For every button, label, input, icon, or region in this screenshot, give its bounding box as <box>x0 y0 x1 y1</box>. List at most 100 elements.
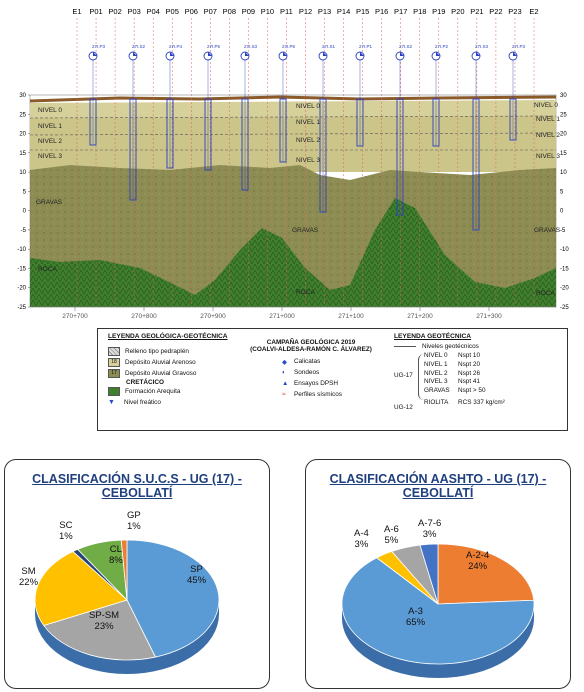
axis-right-tick: -15 <box>560 266 569 272</box>
sondeo-icon: ◐ <box>282 369 286 376</box>
chart-title-sucs: CLASIFICACIÓN S.U.C.S - UG (17) - CEBOLL… <box>5 472 269 500</box>
axis-left-tick: 0 <box>23 209 27 215</box>
axis-left-tick: -5 <box>21 228 27 234</box>
pie-label-pct: 22% <box>19 577 39 588</box>
pie-label-pct: 23% <box>94 621 114 632</box>
pie-label-pct: 5% <box>384 535 399 546</box>
x-tick-label: 270+900 <box>200 313 226 320</box>
survey-point-fill <box>476 52 480 56</box>
survey-point-fill <box>436 52 440 56</box>
legend-item-label: Calicatas <box>294 358 321 365</box>
station-label: P02 <box>108 7 121 16</box>
pie-label-a-2-4: A-2-4 24% <box>466 550 489 572</box>
axis-right-tick: 25 <box>560 112 567 118</box>
station-label: P16 <box>375 7 388 16</box>
pie-label-gp: GP 1% <box>127 510 141 532</box>
station-label: E1 <box>72 7 81 16</box>
survey-point-label: 27I.P4 <box>169 44 183 49</box>
geotecnica-row-value: Nspt 10 <box>458 352 481 359</box>
axis-left-tick: 10 <box>19 170 26 176</box>
legend-niveles: Niveles geotécnicos <box>394 343 564 350</box>
pie-label-pct: 1% <box>127 521 141 532</box>
geotecnica-row: GRAVAS Nspt > 50 <box>424 387 505 396</box>
axis-right-tick: 0 <box>560 209 564 215</box>
legend-item-formacion: Formación Arequita <box>108 386 273 397</box>
x-tick-label: 271+000 <box>269 313 295 320</box>
axis-left-tick: 15 <box>19 151 26 157</box>
pie-slice-sp <box>126 539 220 658</box>
profile-legend: LEYENDA GEOLÓGICA-GEOTÉCNICA Relleno tip… <box>97 328 568 431</box>
axis-left-tick: -25 <box>17 305 26 311</box>
x-axis-ticks: 270+700 270+800 270+900 271+000 271+100 271+2… <box>62 305 502 320</box>
label-nivel0-mid: NIVEL 0 <box>296 103 320 110</box>
pie-label-sp-sm: SP-SM 23% <box>89 610 119 632</box>
geotecnica-row-name: NIVEL 1 <box>424 360 448 368</box>
legend-geotecnica-title: LEYENDA GEOTÉCNICA <box>394 333 472 340</box>
label-roca-right: ROCA <box>536 290 555 297</box>
axis-left-tick: 30 <box>19 93 26 99</box>
seismic-profile-icon: ≈ <box>282 391 286 398</box>
pie-label-name: CL <box>109 544 122 555</box>
geotecnica-row-value: Nspt 20 <box>458 360 481 368</box>
pie-label-pct: 45% <box>187 575 207 586</box>
campana-subtitle: (COALVI-ALDESA-RAMÓN C. ÁLVAREZ) <box>250 346 372 353</box>
axis-right-tick: -25 <box>560 305 569 311</box>
survey-point-label: 27I.S3 <box>244 44 258 49</box>
legend-item-label: Ensayos DPSH <box>294 380 339 387</box>
survey-point-fill <box>245 52 249 56</box>
survey-point-fill <box>208 52 212 56</box>
pie-label-name: SP-SM <box>89 610 120 621</box>
legend-item-arenoso: 18 Depósito Aluvial Arenoso <box>108 357 273 368</box>
geotecnica-rows: NIVEL 0 Nspt 10 NIVEL 1 Nspt 20 NIVEL 2 Nspt … <box>424 352 505 408</box>
label-nivel2-mid: NIVEL 2 <box>296 137 320 144</box>
legend-item-freatico: ▼ Nivel freático <box>108 397 273 408</box>
x-tick-label: 270+800 <box>131 313 157 320</box>
pie-label-a-4: A-4 3% <box>354 528 369 550</box>
pie-label-sc: SC 1% <box>59 520 73 542</box>
legend-item-calicatas: ◆ Calicatas <box>282 356 386 367</box>
station-label: P05 <box>166 7 179 16</box>
geotecnica-row-value: Nspt 41 <box>458 378 481 386</box>
pie-label-name: A-6 <box>384 524 399 535</box>
station-label: P04 <box>146 7 159 16</box>
axis-right-tick: 5 <box>560 189 564 195</box>
label-roca-left: ROCA <box>38 266 57 273</box>
station-label: P14 <box>337 7 350 16</box>
legend-item-label: Formación Arequita <box>125 388 181 395</box>
pie-slice-a-7-6 <box>419 543 439 605</box>
layer-nivel1 <box>30 116 556 172</box>
axis-left: 30 25 20 15 10 5 0 -5 -10 -15 -20 -25 <box>17 93 30 311</box>
legend-geotecnica: LEYENDA GEOTÉCNICA Niveles geotécnicos U… <box>394 333 564 414</box>
legend-item-dpsh: ▲ Ensayos DPSH <box>282 378 386 389</box>
label-nivel1-left: NIVEL 1 <box>38 123 62 130</box>
legend-item-label: Depósito Aluvial Arenoso <box>125 359 196 366</box>
pie-slice-sm <box>34 550 128 627</box>
legend-geologica-title: LEYENDA GEOLÓGICA-GEOTÉCNICA <box>108 333 228 340</box>
pie-label-pct: 24% <box>468 561 488 572</box>
label-nivel0-right: NIVEL 0 <box>534 102 558 109</box>
pie-slice-gp <box>120 539 128 601</box>
survey-point-label: 27I.P3 <box>512 44 526 49</box>
pie-label-name: A-4 <box>354 528 369 539</box>
legend-item-sondeos: ◐ Sondeos <box>282 367 386 378</box>
geotecnica-row: NIVEL 3 Nspt 41 <box>424 378 505 387</box>
axis-left-tick: 20 <box>19 132 26 138</box>
axis-right-tick: 30 <box>560 93 567 99</box>
survey-point-label: 27I.S2 <box>399 44 413 49</box>
legend-item-label: Sondeos <box>294 369 320 376</box>
geotecnica-row-name: RIOLITA <box>424 398 449 406</box>
legend-item-label: Nivel freático <box>124 399 161 406</box>
pie-label-name: A-2-4 <box>466 550 490 561</box>
station-labels: E1 P01 P02 P03 P04 P05 P06 P07 P08 P09 P10 P11 P12 P1… <box>72 7 538 16</box>
pie-label-name: SC <box>59 520 73 531</box>
geotecnica-row-name: GRAVAS <box>424 387 450 395</box>
survey-point-fill <box>283 52 287 56</box>
pie-label-name: SP <box>190 564 203 575</box>
survey-point-label: 27I.S1 <box>322 44 336 49</box>
pie-label-sp: SP 45% <box>187 564 206 586</box>
station-label: P13 <box>318 7 331 16</box>
survey-point-label: 27I.P5 <box>207 44 221 49</box>
axis-right-tick: 10 <box>560 170 567 176</box>
survey-point-label: 27I.P2 <box>435 44 449 49</box>
niveles-label: Niveles geotécnicos <box>422 343 479 350</box>
